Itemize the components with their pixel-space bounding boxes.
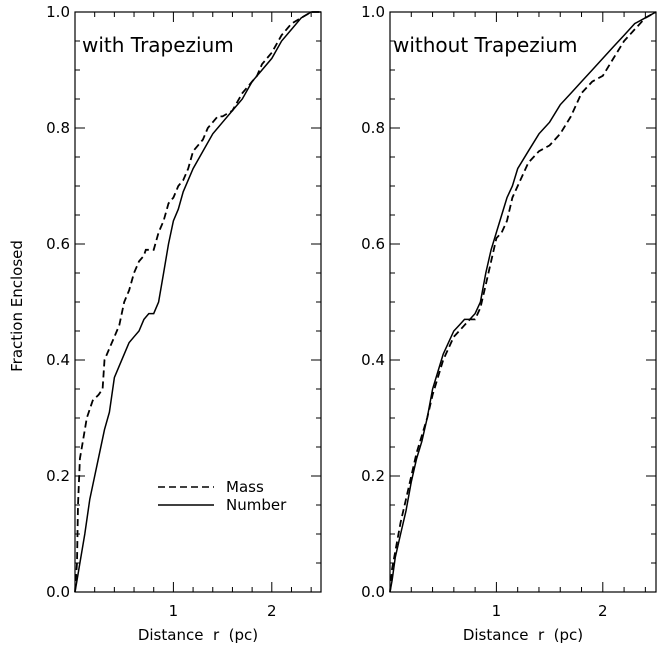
y-tick-label: 0.0: [361, 583, 385, 601]
y-tick-label: 0.2: [46, 467, 70, 485]
plot-frame: [389, 11, 657, 593]
y-tick-label: 0.2: [361, 467, 385, 485]
panel-1: 0.0 0.2 0.4 0.6 0.8 1.0 1 2 Distance r (pc) with …: [46, 3, 322, 644]
y-tick-label: 0.8: [361, 119, 385, 137]
x-tick-label: 1: [169, 602, 179, 620]
y-tick-label: 0.6: [46, 235, 70, 253]
y-tick-label: 0.0: [46, 583, 70, 601]
panel-2: 0.0 0.2 0.4 0.6 0.8 1.0 1 2 Distance r (pc) witho…: [361, 3, 657, 644]
panel-title: with Trapezium: [82, 33, 234, 57]
series-number-line: [74, 11, 321, 593]
x-tick-label: 2: [267, 602, 277, 620]
y-tick-label: 0.6: [361, 235, 385, 253]
y-tick-label: 0.4: [361, 351, 385, 369]
series-mass-line: [74, 11, 321, 593]
series-number-line: [389, 11, 657, 593]
y-axis-label: Fraction Enclosed: [8, 240, 26, 372]
y-tick-label: 1.0: [361, 3, 385, 21]
x-axis-label: Distance r (pc): [463, 626, 583, 644]
y-tick-label: 0.4: [46, 351, 70, 369]
y-tick-label: 0.8: [46, 119, 70, 137]
legend-mass-label: Mass: [226, 478, 264, 496]
panel-title: without Trapezium: [393, 33, 578, 57]
x-axis-label: Distance r (pc): [138, 626, 258, 644]
series-mass-line: [389, 11, 657, 593]
x-tick-label: 1: [492, 602, 502, 620]
legend-number-label: Number: [226, 496, 287, 514]
x-tick-label: 2: [598, 602, 608, 620]
y-tick-label: 1.0: [46, 3, 70, 21]
